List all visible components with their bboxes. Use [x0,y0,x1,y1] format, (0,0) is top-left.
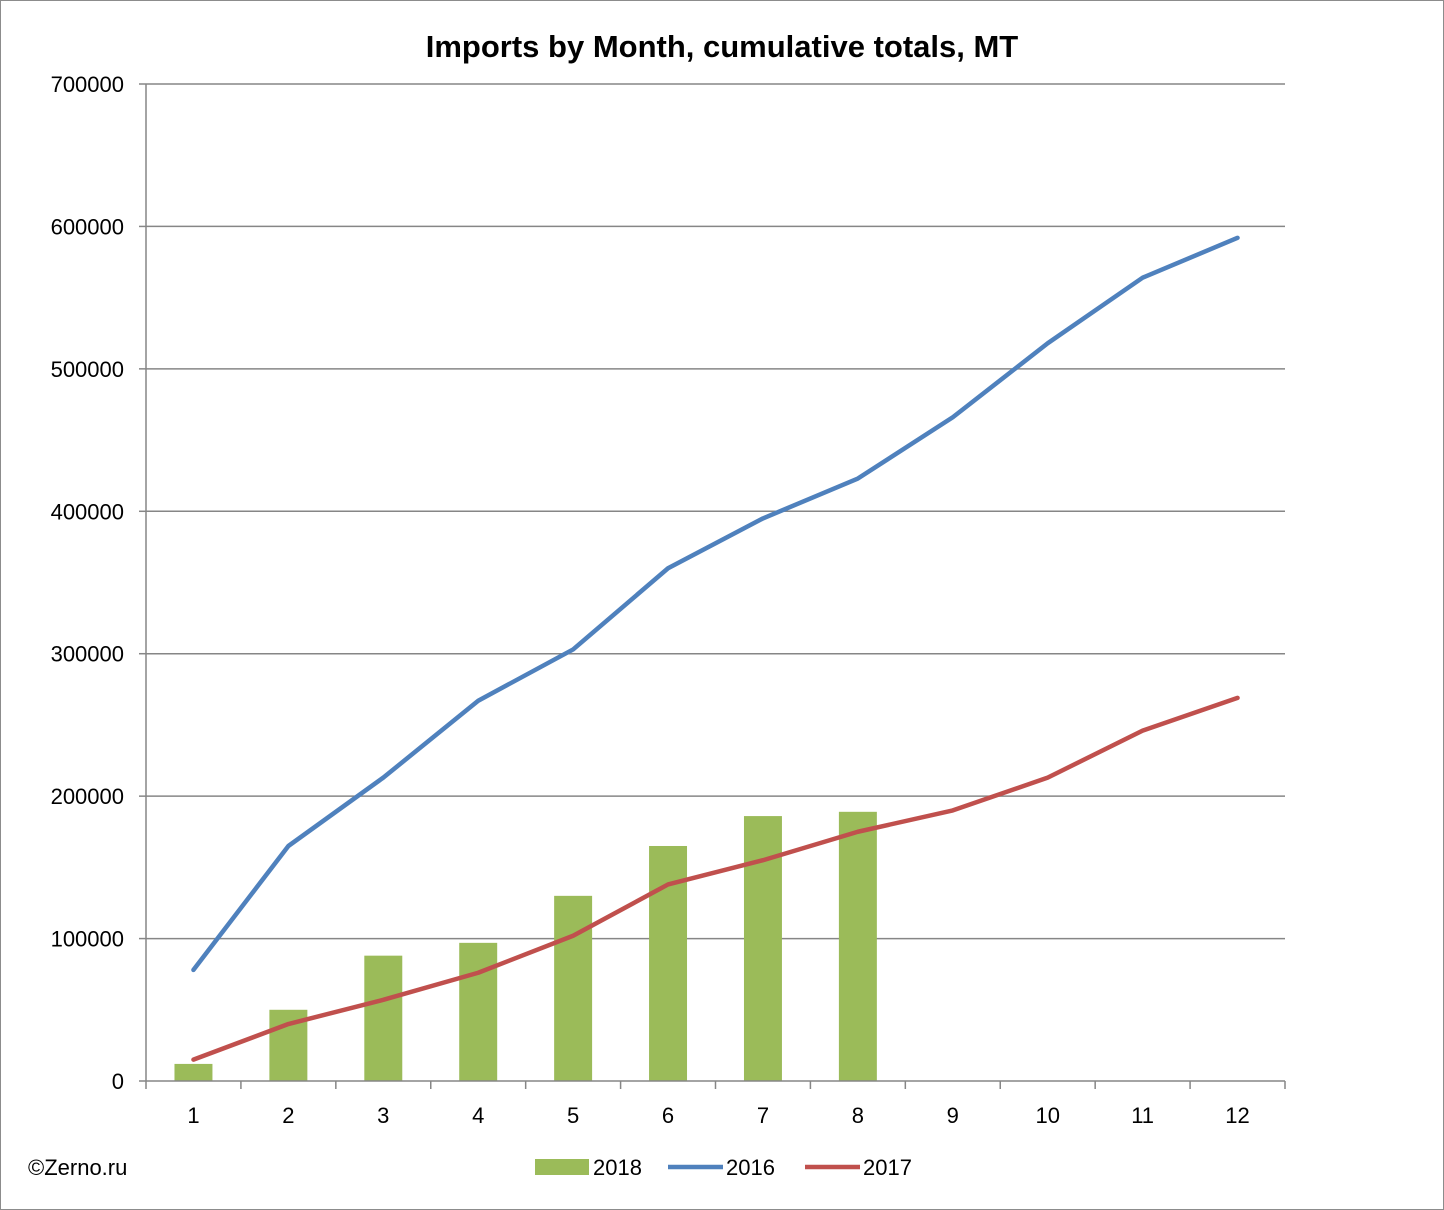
x-tick-label: 9 [947,1103,959,1128]
legend-swatch-2018 [535,1159,589,1175]
x-tick-label: 6 [662,1103,674,1128]
credit-text: ©Zerno.ru [28,1155,127,1180]
x-tick-label: 4 [472,1103,484,1128]
chart-title: Imports by Month, cumulative totals, MT [426,29,1019,64]
legend-label-2018: 2018 [593,1155,642,1180]
x-tick-label: 5 [567,1103,579,1128]
y-tick-label: 500000 [51,357,124,382]
y-tick-labels: 0 100000 200000 300000 400000 500000 600000 700… [51,72,124,1094]
x-tick-labels: 1 2 3 4 5 6 7 8 9 10 11 12 [187,1103,1249,1128]
bar-2018 [554,895,593,1081]
line-series [191,235,1240,1062]
y-tick-label: 200000 [51,784,124,809]
bar-2018 [364,955,403,1081]
y-tick-label: 300000 [51,642,124,667]
legend: 2018 2016 2017 [535,1155,912,1180]
bar-2018 [838,811,877,1081]
x-tick-label: 3 [377,1103,389,1128]
line-2016 [191,235,1240,973]
y-tick-label: 700000 [51,72,124,97]
y-tick-label: 100000 [51,927,124,952]
y-tick-label: 400000 [51,499,124,524]
x-tick-label: 2 [282,1103,294,1128]
bar-2018 [174,1063,213,1081]
legend-label-2016: 2016 [726,1155,775,1180]
bars-2018 [174,811,877,1081]
x-tick-label: 10 [1035,1103,1059,1128]
y-tick-label: 600000 [51,214,124,239]
gridlines [139,83,1285,1082]
x-tick-label: 1 [187,1103,199,1128]
x-tick-label: 11 [1131,1103,1154,1128]
line-2017 [191,695,1240,1062]
y-tick-label: 0 [112,1069,124,1094]
x-tick-label: 8 [852,1103,864,1128]
legend-label-2017: 2017 [863,1155,912,1180]
x-tick-label: 7 [757,1103,769,1128]
axes [145,84,1286,1089]
x-tick-label: 12 [1225,1103,1249,1128]
bar-2018 [459,942,498,1081]
